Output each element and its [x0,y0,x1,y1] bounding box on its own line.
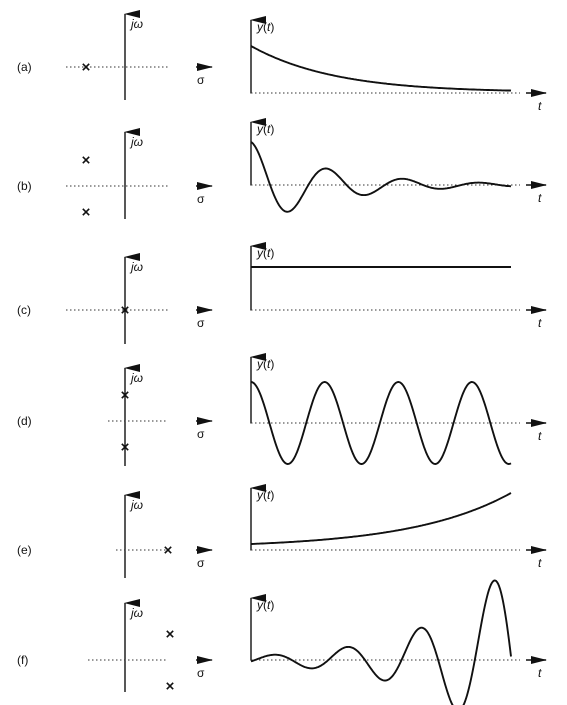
jw-label: jω [129,498,143,512]
t-label: t [538,316,542,330]
panel-c: (c) jω σ y(t) t [17,242,547,344]
panel-label: (b) [17,179,32,193]
response-curve [250,381,512,465]
panel-label: (d) [17,414,32,428]
pole-marker-icon [121,306,129,314]
panel-label: (a) [17,60,32,74]
pole-marker-icon [82,156,90,164]
panel-e: (e) jω σ y(t) t [17,484,547,578]
y-of-t-label: y(t) [256,20,274,34]
s-plane: jω σ [116,491,213,578]
panel-f: (f) jω σ y(t) t [17,579,547,705]
t-label: t [538,666,542,680]
s-plane: jω σ [66,10,213,100]
sigma-label: σ [197,316,205,330]
jw-label: jω [129,606,143,620]
time-response: y(t) t [250,16,547,113]
time-response: y(t) t [250,118,547,213]
pole-marker-icon [121,391,129,399]
sigma-label: σ [197,556,205,570]
panel-label: (e) [17,543,32,557]
panel-label: (c) [17,303,31,317]
sigma-label: σ [197,73,205,87]
pole-marker-icon [166,682,174,690]
time-response: y(t) t [250,484,547,570]
response-curve [250,579,512,705]
s-plane: jω σ [88,599,213,692]
panel-b: (b) jω σ y(t) t [17,118,547,219]
y-of-t-label: y(t) [256,357,274,371]
pole-marker-icon [82,63,90,71]
t-label: t [538,429,542,443]
jw-label: jω [129,260,143,274]
s-plane: jω σ [108,364,213,466]
time-response: y(t) t [250,242,547,330]
response-curve [251,492,512,545]
s-plane: jω σ [66,128,213,219]
sigma-label: σ [197,192,205,206]
panel-label: (f) [17,653,28,667]
y-of-t-label: y(t) [256,488,274,502]
y-of-t-label: y(t) [256,122,274,136]
response-curve [250,141,512,213]
sigma-label: σ [197,666,205,680]
t-label: t [538,556,542,570]
pole-marker-icon [166,630,174,638]
jw-label: jω [129,371,143,385]
pole-marker-icon [82,208,90,216]
t-label: t [538,99,542,113]
y-of-t-label: y(t) [256,246,274,260]
panel-d: (d) jω σ y(t) t [17,353,547,466]
y-of-t-label: y(t) [256,598,274,612]
t-label: t [538,191,542,205]
pole-marker-icon [164,546,172,554]
pole-marker-icon [121,443,129,451]
sigma-label: σ [197,427,205,441]
response-curve [250,45,512,92]
time-response: y(t) t [250,353,547,465]
s-plane: jω σ [66,253,213,344]
jw-label: jω [129,17,143,31]
jw-label: jω [129,135,143,149]
time-response: y(t) t [250,579,547,705]
panel-a: (a) jω σ y(t) t [17,10,547,113]
